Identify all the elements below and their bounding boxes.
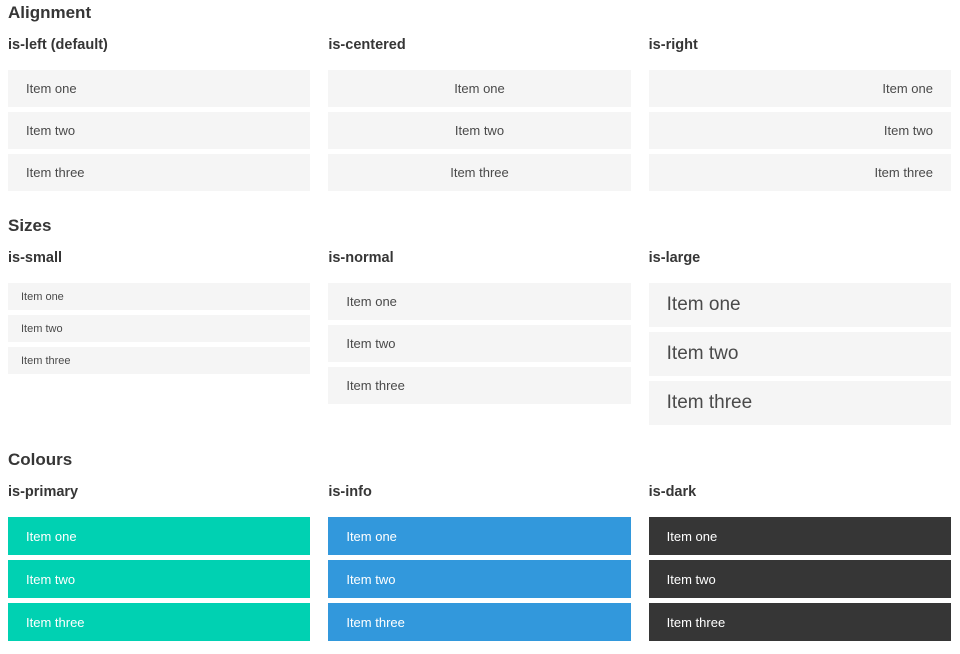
- column-label-is-normal: is-normal: [328, 250, 394, 266]
- list-item: Item two: [8, 560, 311, 598]
- list-item: Item three: [648, 381, 951, 425]
- list-item: Item two: [328, 560, 631, 598]
- colours-columns: is-primary Item one Item two Item three …: [8, 484, 951, 646]
- column-label-is-centered: is-centered: [328, 37, 406, 53]
- list-item: Item three: [328, 367, 631, 404]
- list-item: Item two: [648, 560, 951, 598]
- column-is-small: is-small Item one Item two Item three: [8, 250, 311, 430]
- list-item: Item one: [8, 517, 311, 555]
- section-heading-alignment: Alignment: [8, 3, 92, 22]
- list-item: Item three: [648, 603, 951, 641]
- list-item: Item two: [648, 332, 951, 376]
- list-item: Item one: [8, 70, 311, 107]
- list-right-aligned: Item one Item two Item three: [648, 70, 951, 191]
- section-sizes: Sizes is-small Item one Item two Item th…: [8, 216, 951, 430]
- column-label-is-right: is-right: [648, 37, 698, 53]
- list-item: Item three: [8, 603, 311, 641]
- column-is-left: is-left (default) Item one Item two Item…: [8, 37, 311, 196]
- section-alignment: Alignment is-left (default) Item one Ite…: [8, 3, 951, 196]
- column-label-is-dark: is-dark: [648, 484, 697, 500]
- list-item: Item two: [8, 315, 311, 342]
- section-colours: Colours is-primary Item one Item two Ite…: [8, 450, 951, 646]
- section-heading-sizes: Sizes: [8, 216, 52, 235]
- list-item: Item three: [328, 154, 631, 191]
- column-label-is-info: is-info: [328, 484, 372, 500]
- column-label-is-left: is-left (default): [8, 37, 108, 53]
- list-item: Item two: [328, 112, 631, 149]
- list-item: Item one: [328, 283, 631, 320]
- list-dark: Item one Item two Item three: [648, 517, 951, 641]
- sizes-columns: is-small Item one Item two Item three is…: [8, 250, 951, 430]
- list-item: Item two: [8, 112, 311, 149]
- section-heading-colours: Colours: [8, 450, 73, 469]
- list-item: Item one: [328, 517, 631, 555]
- list-item: Item three: [8, 347, 311, 374]
- column-is-info: is-info Item one Item two Item three: [328, 484, 631, 646]
- list-center-aligned: Item one Item two Item three: [328, 70, 631, 191]
- list-item: Item two: [648, 112, 951, 149]
- list-item: Item one: [648, 70, 951, 107]
- list-primary: Item one Item two Item three: [8, 517, 311, 641]
- list-item: Item one: [648, 283, 951, 327]
- list-item: Item three: [328, 603, 631, 641]
- list-large: Item one Item two Item three: [648, 283, 951, 425]
- list-item: Item three: [648, 154, 951, 191]
- column-label-is-small: is-small: [8, 250, 62, 266]
- list-item: Item two: [328, 325, 631, 362]
- alignment-columns: is-left (default) Item one Item two Item…: [8, 37, 951, 196]
- list-normal: Item one Item two Item three: [328, 283, 631, 404]
- column-is-normal: is-normal Item one Item two Item three: [328, 250, 631, 430]
- list-small: Item one Item two Item three: [8, 283, 311, 374]
- list-left-aligned: Item one Item two Item three: [8, 70, 311, 191]
- column-is-primary: is-primary Item one Item two Item three: [8, 484, 311, 646]
- list-item: Item one: [648, 517, 951, 555]
- column-is-centered: is-centered Item one Item two Item three: [328, 37, 631, 196]
- column-is-dark: is-dark Item one Item two Item three: [648, 484, 951, 646]
- list-item: Item one: [328, 70, 631, 107]
- column-is-large: is-large Item one Item two Item three: [648, 250, 951, 430]
- column-label-is-primary: is-primary: [8, 484, 79, 500]
- list-item: Item one: [8, 283, 311, 310]
- column-is-right: is-right Item one Item two Item three: [648, 37, 951, 196]
- column-label-is-large: is-large: [648, 250, 701, 266]
- list-info: Item one Item two Item three: [328, 517, 631, 641]
- list-item: Item three: [8, 154, 311, 191]
